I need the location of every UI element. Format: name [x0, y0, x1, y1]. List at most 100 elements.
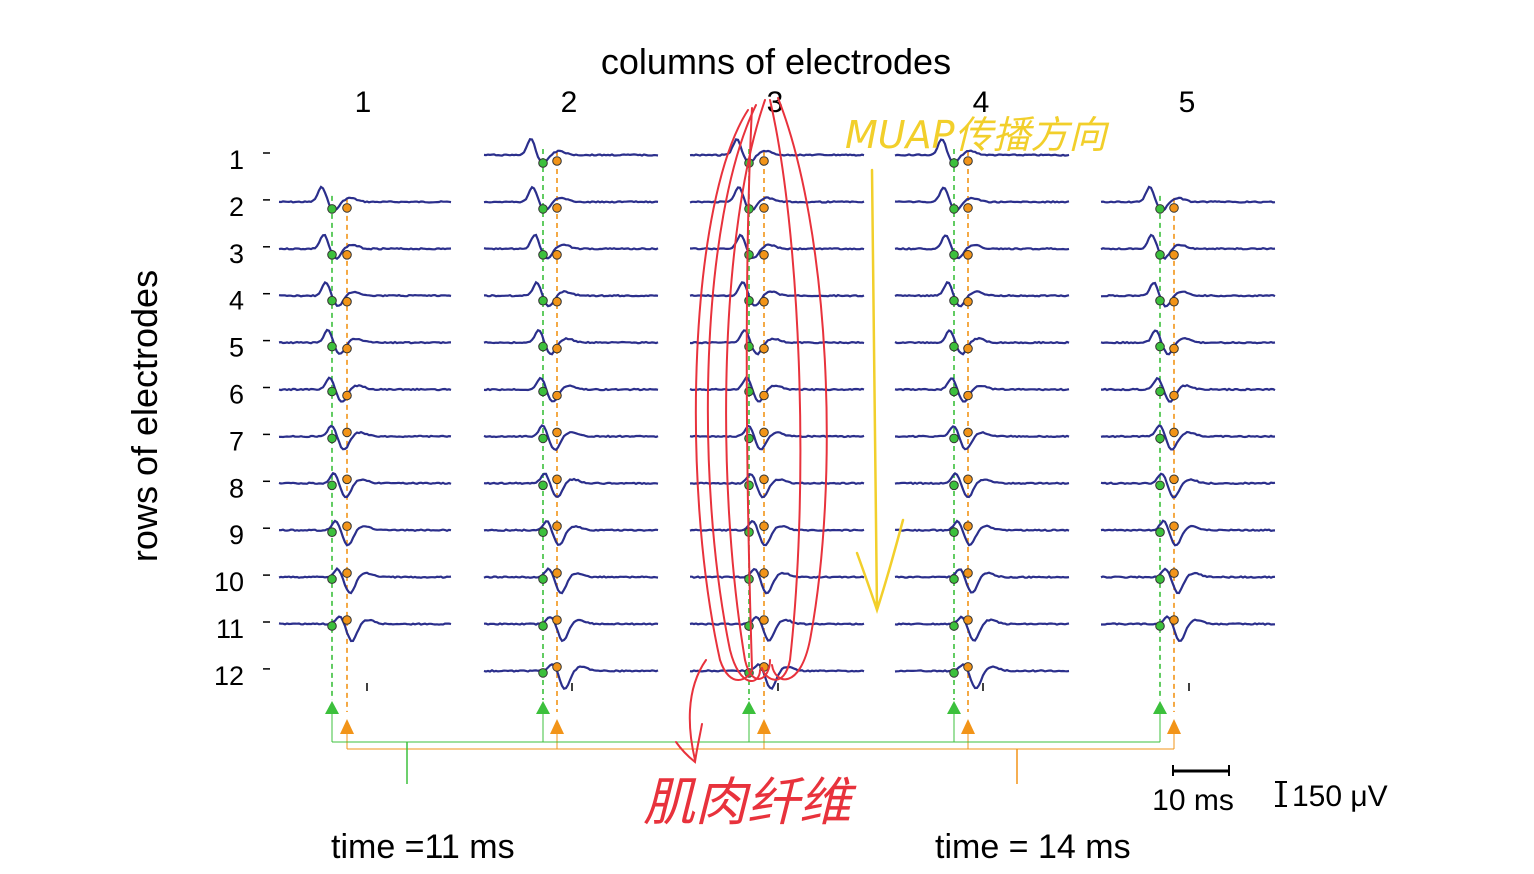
emg-trace	[1100, 567, 1276, 595]
green-marker-dot	[327, 386, 337, 397]
orange-marker-dot	[342, 343, 352, 354]
row-label-6: 6	[229, 380, 244, 410]
orange-marker-dot	[759, 390, 769, 401]
orange-marker-dot	[552, 250, 562, 260]
orange-marker-dot	[552, 662, 562, 672]
green-marker-dot	[949, 204, 959, 214]
orange-marker-dot	[963, 390, 973, 401]
emg-trace	[483, 663, 659, 690]
row-label-4: 4	[229, 286, 244, 316]
emg-trace	[278, 424, 452, 451]
emg-trace	[483, 520, 659, 546]
green-marker-dot	[949, 158, 959, 168]
orange-marker-dot	[963, 521, 973, 532]
emg-trace	[689, 473, 865, 499]
column-label-2: 2	[561, 86, 578, 119]
time-scale-label: 10 ms	[1152, 784, 1234, 817]
orange-marker-dot	[1169, 343, 1179, 354]
emg-trace	[483, 616, 659, 643]
chart-title: columns of electrodes	[601, 41, 951, 82]
red-arrow	[675, 659, 707, 764]
green-marker-dot	[327, 295, 337, 306]
orange-marker-dot	[759, 250, 769, 260]
green-marker-dot	[744, 480, 754, 491]
orange-marker-dot	[963, 615, 973, 625]
green-marker-dot	[327, 621, 337, 631]
orange-marker-dot	[759, 343, 769, 354]
green-marker-dot	[538, 527, 548, 538]
orange-marker-dot	[963, 250, 973, 260]
emg-trace	[278, 281, 452, 307]
orange-marker-dot	[963, 343, 973, 354]
emg-trace	[1100, 329, 1276, 356]
green-marker-dot	[949, 527, 959, 538]
emg-trace	[894, 471, 1070, 499]
orange-marker-dot	[1169, 390, 1179, 401]
orange-marker-dot	[1169, 427, 1179, 438]
emg-trace	[1100, 233, 1276, 261]
emg-trace	[894, 234, 1070, 260]
orange-marker-dot	[552, 427, 562, 438]
emg-trace	[278, 328, 451, 355]
green-marker-dot	[538, 386, 548, 397]
emg-trace	[894, 280, 1070, 308]
green-marker-dot	[538, 250, 548, 260]
emg-trace	[894, 329, 1070, 356]
orange-marker-dot	[963, 568, 973, 578]
emg-trace	[483, 472, 659, 498]
orange-marker-dot	[759, 568, 769, 578]
emg-trace	[894, 663, 1070, 690]
orange-marker-dot	[963, 427, 973, 438]
green-marker-dot	[949, 295, 959, 306]
green-marker-dot	[1155, 204, 1165, 214]
orange-marker-dot	[963, 662, 973, 672]
column-panel-5	[1100, 185, 1276, 712]
orange-marker-dot	[1169, 474, 1179, 485]
emg-trace	[1100, 281, 1276, 308]
green-marker-dot	[949, 433, 959, 444]
emg-trace	[689, 519, 865, 547]
green-marker-dot	[1155, 480, 1165, 491]
time-label-start: time =11 ms	[331, 828, 515, 866]
emg-trace	[483, 137, 659, 164]
column-label-5: 5	[1179, 86, 1196, 119]
emg-trace	[689, 138, 865, 165]
green-marker-dot	[1155, 250, 1165, 260]
orange-marker-dot	[342, 615, 352, 625]
green-triangle-marker	[1153, 701, 1167, 714]
orange-triangle-marker	[340, 719, 354, 734]
time-markers	[325, 701, 1181, 784]
emg-trace	[894, 377, 1070, 403]
orange-triangle-marker	[550, 719, 564, 734]
orange-marker-dot	[963, 474, 973, 485]
orange-marker-dot	[552, 615, 562, 625]
emg-trace	[1100, 185, 1276, 212]
orange-triangle-marker	[1167, 719, 1181, 734]
orange-marker-dot	[759, 521, 769, 532]
orange-marker-dot	[552, 156, 562, 166]
green-marker-dot	[949, 574, 959, 584]
green-marker-dot	[744, 621, 754, 631]
green-triangle-marker	[742, 701, 756, 714]
orange-marker-dot	[963, 156, 973, 166]
emg-trace	[689, 281, 865, 307]
column-label-1: 1	[355, 86, 372, 119]
green-marker-dot	[744, 250, 754, 260]
muscle-fiber-sketch	[694, 109, 753, 681]
green-marker-dot	[538, 433, 548, 444]
green-marker-dot	[538, 668, 548, 678]
green-marker-dot	[538, 621, 548, 631]
emg-trace	[690, 567, 865, 595]
row-label-3: 3	[229, 239, 244, 269]
orange-marker-dot	[759, 203, 769, 213]
muscle-fiber-sketch	[771, 97, 828, 681]
emg-trace	[1100, 424, 1276, 451]
time-labels: time =11 ms time = 14 ms	[331, 828, 1131, 866]
muscle-fiber-sketch	[761, 99, 802, 681]
emg-trace	[483, 328, 659, 356]
orange-marker-dot	[552, 474, 562, 485]
orange-triangle-marker	[757, 719, 771, 734]
orange-marker-dot	[963, 296, 973, 307]
